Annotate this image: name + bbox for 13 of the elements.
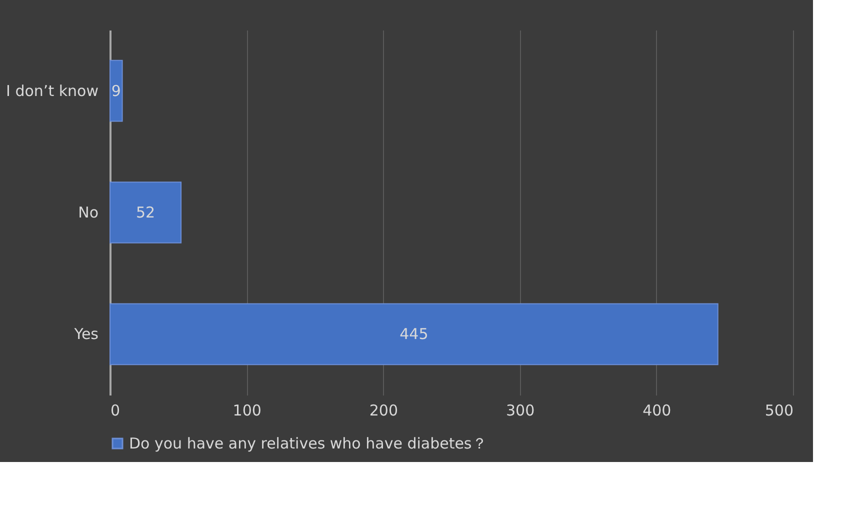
x-tick-label: 300 bbox=[506, 402, 535, 420]
data-label: 52 bbox=[136, 204, 156, 222]
y-tick-label: No bbox=[78, 204, 98, 222]
x-tick-label: 100 bbox=[232, 402, 262, 420]
x-tick-label: 200 bbox=[369, 402, 398, 420]
data-label: 445 bbox=[400, 325, 428, 344]
x-tick-label: 400 bbox=[642, 402, 672, 420]
legend-label: Do you have any relatives who have diabetes？ bbox=[129, 434, 487, 452]
data-label: 9 bbox=[111, 82, 121, 100]
y-tick-label: Yes bbox=[73, 325, 99, 344]
y-tick-label: I don’t know bbox=[6, 82, 98, 100]
x-tick-label: 0 bbox=[110, 402, 120, 420]
x-tick-label: 500 bbox=[764, 402, 794, 420]
